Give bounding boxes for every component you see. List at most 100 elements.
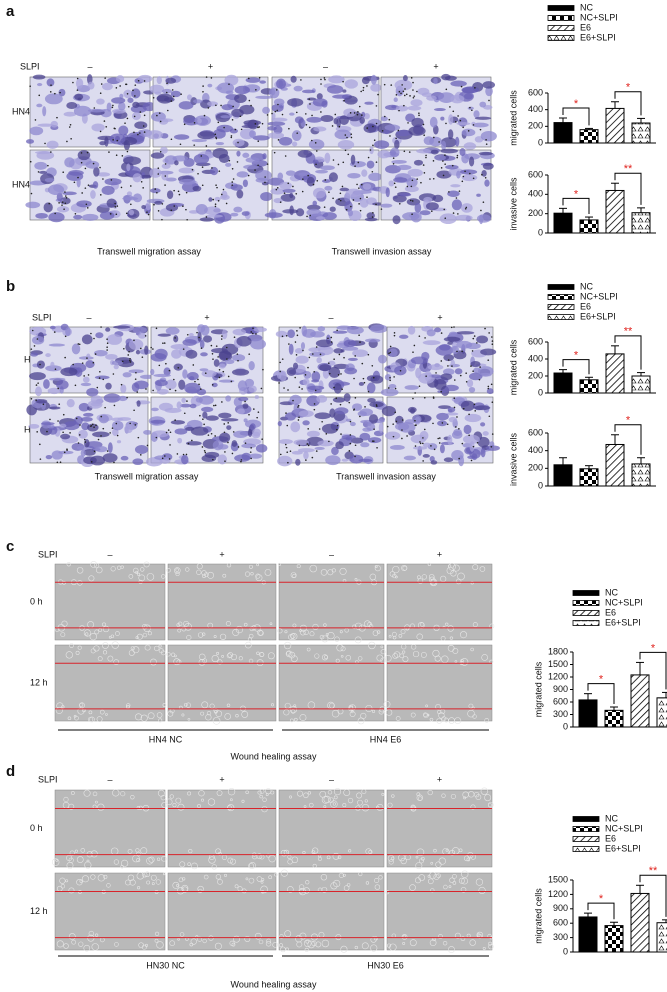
pore [341,185,344,188]
cell [366,382,376,394]
micrograph [25,74,156,151]
cell [227,788,236,796]
cell [201,406,214,413]
error-bar [610,921,618,926]
treatment-sign: + [219,774,224,784]
cell [161,574,166,579]
pore [121,360,124,363]
cell [357,799,363,806]
pore [440,360,443,362]
cell [234,93,247,104]
bar [553,464,573,487]
cell [188,332,194,337]
pore [401,437,403,440]
treatment-label: SLPI [38,549,58,559]
cell [74,367,83,377]
cell [84,861,92,869]
pore [358,203,360,205]
pore [337,163,340,166]
pore [168,369,171,372]
cell [218,379,235,383]
cell [378,422,384,433]
cell [81,875,90,883]
cell [478,886,486,895]
cell [118,125,129,136]
cell [426,95,437,101]
bar [579,219,599,234]
cell [93,166,100,177]
cell [294,348,304,354]
pore [444,154,446,156]
cell [290,421,301,433]
pore [254,169,256,171]
pore [471,109,473,112]
cell [118,101,126,111]
cell [320,115,334,123]
pore [194,380,196,383]
pore [337,374,340,376]
cell [120,859,129,868]
cell [259,794,263,799]
cell [327,569,334,576]
pore [487,385,490,388]
pore [244,400,246,403]
cell [290,75,297,83]
cell [215,141,225,146]
pore [156,191,158,194]
significance-bracket [614,424,642,455]
y-tick-label: 200 [528,370,543,380]
pore [34,119,37,121]
cell [451,345,459,355]
pore [487,387,490,390]
pore [33,345,36,347]
pore [474,410,477,412]
pore [142,125,145,127]
cell [363,123,377,134]
cell [48,406,61,410]
y-tick-label: 0 [538,387,543,397]
cell [441,140,447,151]
cell [196,569,202,575]
cell [280,849,288,857]
pore [170,209,173,212]
cell [322,212,337,220]
cell [303,805,307,808]
cell [402,565,408,571]
cell [130,794,135,800]
pore [372,125,374,128]
cell [452,881,457,885]
pore [287,461,289,464]
cell [324,185,333,191]
pore [260,387,263,390]
pore [423,134,425,137]
cell [326,84,344,94]
group-label: HN4 NC [149,734,183,744]
cell [349,711,356,717]
cell [185,567,190,572]
micrograph-bg [167,644,277,722]
cell [78,941,84,947]
cell [332,94,350,99]
cell [208,856,216,864]
cell [380,645,384,649]
error-bar [636,884,644,894]
pore [233,336,236,339]
cell [220,115,231,119]
cell [199,217,215,222]
pore [361,114,363,116]
bar [605,107,625,144]
legend-label: NC [580,281,593,291]
pore [56,461,59,464]
cell [422,442,431,448]
cell [30,352,39,357]
cell [440,116,445,121]
pore [465,381,468,383]
pore [30,397,33,400]
cell [254,932,262,940]
cell [134,445,149,454]
cell [287,98,304,107]
cell [79,702,84,707]
pore [133,409,135,412]
pore [400,92,402,95]
cell [237,380,248,392]
